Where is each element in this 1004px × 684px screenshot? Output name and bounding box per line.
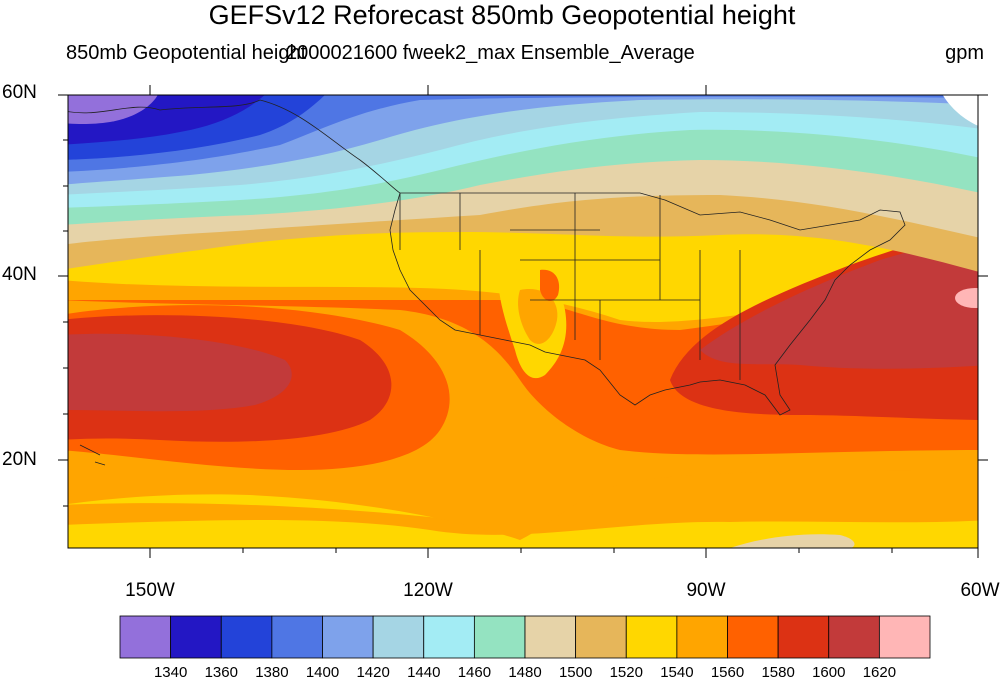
lon-label-60w: 60W (960, 580, 1000, 601)
colorbar-label: 1440 (407, 664, 441, 681)
colorbar-label: 1600 (812, 664, 846, 681)
colorbar-swatch (372, 615, 425, 659)
lat-label-60n: 60N (2, 82, 37, 103)
colorbar-swatch (524, 615, 577, 659)
colorbar-swatch (777, 615, 830, 659)
colorbar-swatch (271, 615, 323, 659)
colorbar-label: 1500 (558, 664, 593, 681)
colorbar-label: 1540 (660, 664, 694, 681)
axis-ticks (58, 85, 988, 558)
colorbar-swatch (423, 615, 475, 659)
colorbar (119, 615, 931, 659)
colorbar-swatch (170, 615, 222, 659)
colorbar-label: 1360 (204, 664, 238, 681)
colorbar-swatch (220, 615, 273, 659)
lat-label-20n: 20N (2, 449, 37, 470)
colorbar-label: 1580 (761, 664, 795, 681)
lat-label-40n: 40N (2, 264, 37, 285)
colorbar-swatch (625, 615, 678, 659)
colorbar-label: 1620 (862, 664, 897, 681)
colorbar-label: 1460 (457, 664, 492, 681)
colorbar-label: 1420 (356, 664, 390, 681)
height-field (68, 95, 978, 548)
colorbar-swatch (676, 615, 728, 659)
boundaries (68, 99, 906, 466)
colorbar-swatch (828, 615, 880, 659)
lon-label-120w: 120W (403, 580, 453, 601)
colorbar-label: 1340 (153, 664, 188, 681)
colorbar-label: 1480 (508, 664, 542, 681)
colorbar-swatch (473, 615, 526, 659)
lon-label-90w: 90W (686, 580, 726, 601)
colorbar-swatch (322, 615, 374, 659)
units-label: gpm (945, 42, 984, 64)
colorbar-label: 1380 (255, 664, 289, 681)
colorbar-swatch (727, 615, 779, 659)
colorbar-label: 1520 (609, 664, 643, 681)
run-subtitle: 2000021600 fweek2_max Ensemble_Average (286, 42, 695, 64)
lon-label-150w: 150W (125, 580, 175, 601)
colorbar-swatch (575, 615, 627, 659)
colorbar-swatch (119, 615, 172, 659)
colorbar-swatch (878, 615, 931, 659)
chart-title: GEFSv12 Reforecast 850mb Geopotential he… (208, 0, 796, 30)
colorbar-label: 1560 (710, 664, 745, 681)
colorbar-label: 1400 (305, 664, 340, 681)
variable-subtitle: 850mb Geopotential height (66, 42, 307, 64)
